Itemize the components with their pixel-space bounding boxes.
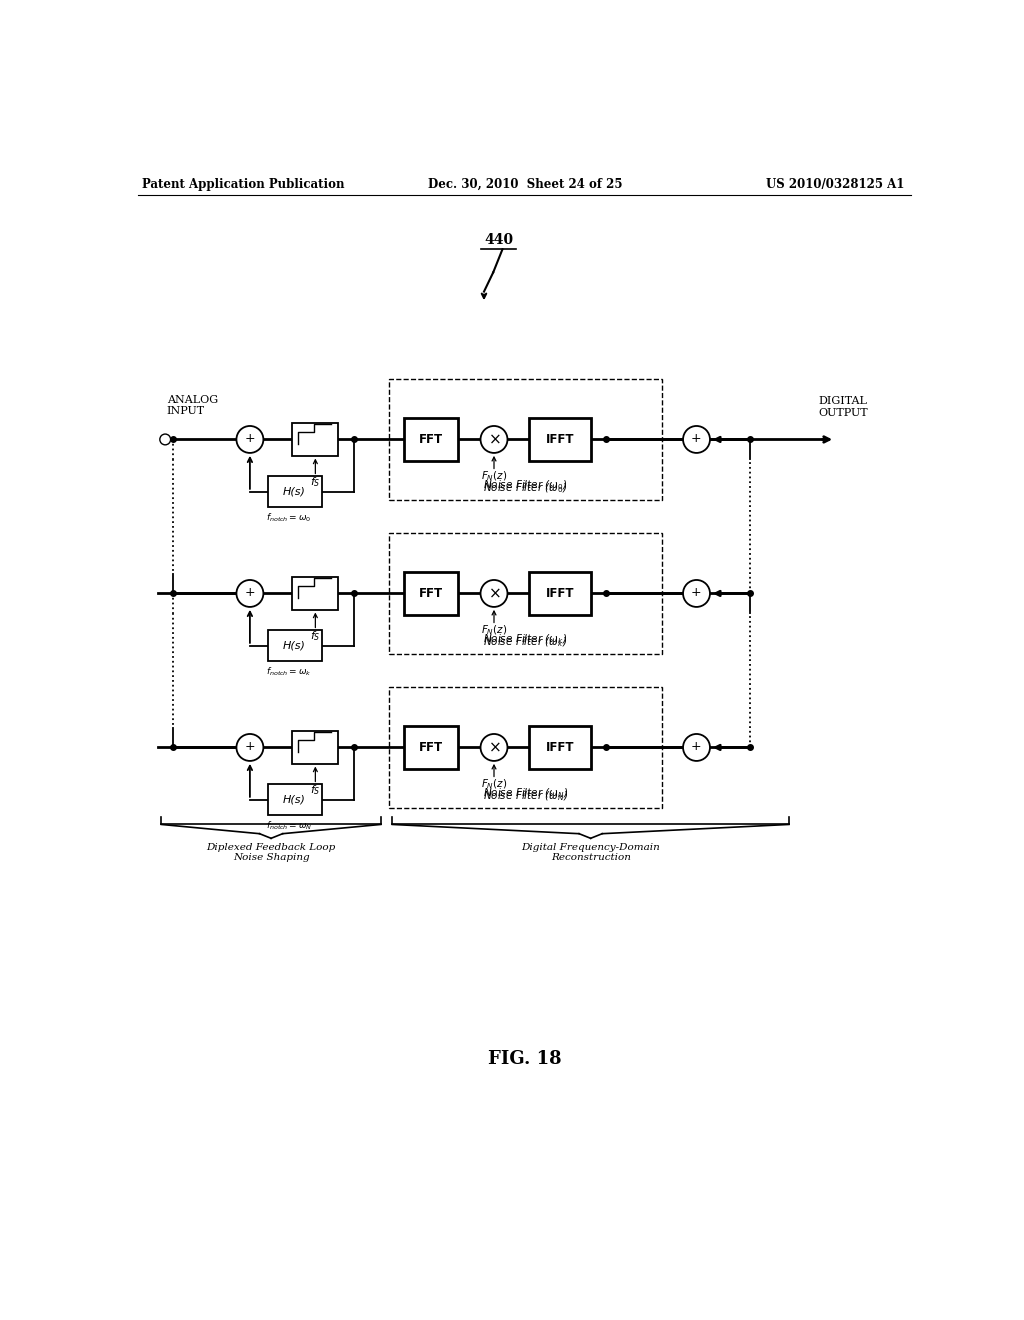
Text: H(s): H(s)	[283, 640, 306, 651]
Text: Noise Filter ($\omega_k$): Noise Filter ($\omega_k$)	[483, 632, 567, 647]
Text: FIG. 18: FIG. 18	[488, 1051, 561, 1068]
Bar	[267, 784, 322, 816]
Text: FFT: FFT	[419, 433, 443, 446]
Text: IFFT: IFFT	[546, 587, 574, 601]
Text: $f_S$: $f_S$	[310, 475, 321, 488]
Bar	[529, 418, 591, 461]
Circle shape	[480, 426, 508, 453]
Bar	[403, 573, 458, 615]
Text: +: +	[244, 586, 255, 599]
Text: $f_{notch}=\omega_N$: $f_{notch}=\omega_N$	[266, 820, 312, 833]
Circle shape	[683, 426, 710, 453]
Text: +: +	[244, 432, 255, 445]
Bar	[529, 726, 591, 768]
Text: Noise Filter ($\omega_k$): Noise Filter ($\omega_k$)	[483, 635, 567, 648]
Text: $f_{notch}=\omega_0$: $f_{notch}=\omega_0$	[266, 512, 311, 524]
Text: IFFT: IFFT	[546, 433, 574, 446]
Bar	[292, 731, 339, 763]
Text: $f_S$: $f_S$	[310, 783, 321, 797]
Bar	[292, 577, 339, 610]
Bar	[388, 379, 662, 499]
Text: +: +	[244, 741, 255, 754]
Text: +: +	[691, 432, 701, 445]
Text: US 2010/0328125 A1: US 2010/0328125 A1	[766, 178, 904, 190]
Text: H(s): H(s)	[283, 795, 306, 805]
Text: FFT: FFT	[419, 741, 443, 754]
Text: $F_N(z)$: $F_N(z)$	[481, 624, 507, 638]
Bar	[529, 573, 591, 615]
Bar	[388, 688, 662, 808]
Circle shape	[237, 734, 263, 760]
Text: $\times$: $\times$	[487, 586, 501, 601]
Circle shape	[237, 579, 263, 607]
Circle shape	[237, 426, 263, 453]
Text: H(s): H(s)	[283, 487, 306, 496]
Bar	[292, 424, 339, 455]
Text: ANALOG
INPUT: ANALOG INPUT	[167, 395, 218, 416]
Text: +: +	[691, 741, 701, 754]
Circle shape	[683, 734, 710, 760]
Text: Dec. 30, 2010  Sheet 24 of 25: Dec. 30, 2010 Sheet 24 of 25	[428, 178, 622, 190]
Text: $F_N(z)$: $F_N(z)$	[481, 470, 507, 483]
Text: Diplexed Feedback Loop
Noise Shaping: Diplexed Feedback Loop Noise Shaping	[207, 843, 336, 862]
Text: Noise Filter ($\omega_0$): Noise Filter ($\omega_0$)	[483, 479, 567, 492]
Circle shape	[683, 579, 710, 607]
Circle shape	[480, 734, 508, 760]
Bar	[267, 477, 322, 507]
Text: $f_{notch}=\omega_k$: $f_{notch}=\omega_k$	[266, 665, 311, 678]
Bar	[403, 726, 458, 768]
Text: Patent Application Publication: Patent Application Publication	[142, 178, 345, 190]
Text: Noise Filter ($\omega_N$): Noise Filter ($\omega_N$)	[482, 787, 568, 800]
Text: 440: 440	[484, 232, 513, 247]
Text: IFFT: IFFT	[546, 741, 574, 754]
Text: Noise Filter ($\omega_0$): Noise Filter ($\omega_0$)	[483, 482, 567, 495]
Text: $\times$: $\times$	[487, 741, 501, 755]
Text: FFT: FFT	[419, 587, 443, 601]
Text: $\times$: $\times$	[487, 432, 501, 447]
Text: +: +	[691, 586, 701, 599]
Text: $F_N(z)$: $F_N(z)$	[481, 777, 507, 792]
Circle shape	[160, 434, 171, 445]
Bar	[403, 418, 458, 461]
Text: DIGITAL
OUTPUT: DIGITAL OUTPUT	[818, 396, 867, 418]
Text: $f_S$: $f_S$	[310, 628, 321, 643]
Text: Digital Frequency-Domain
Reconstruction: Digital Frequency-Domain Reconstruction	[521, 843, 660, 862]
Circle shape	[480, 579, 508, 607]
Bar	[267, 631, 322, 661]
Text: Noise Filter ($\omega_N$): Noise Filter ($\omega_N$)	[482, 789, 568, 803]
Bar	[388, 533, 662, 653]
